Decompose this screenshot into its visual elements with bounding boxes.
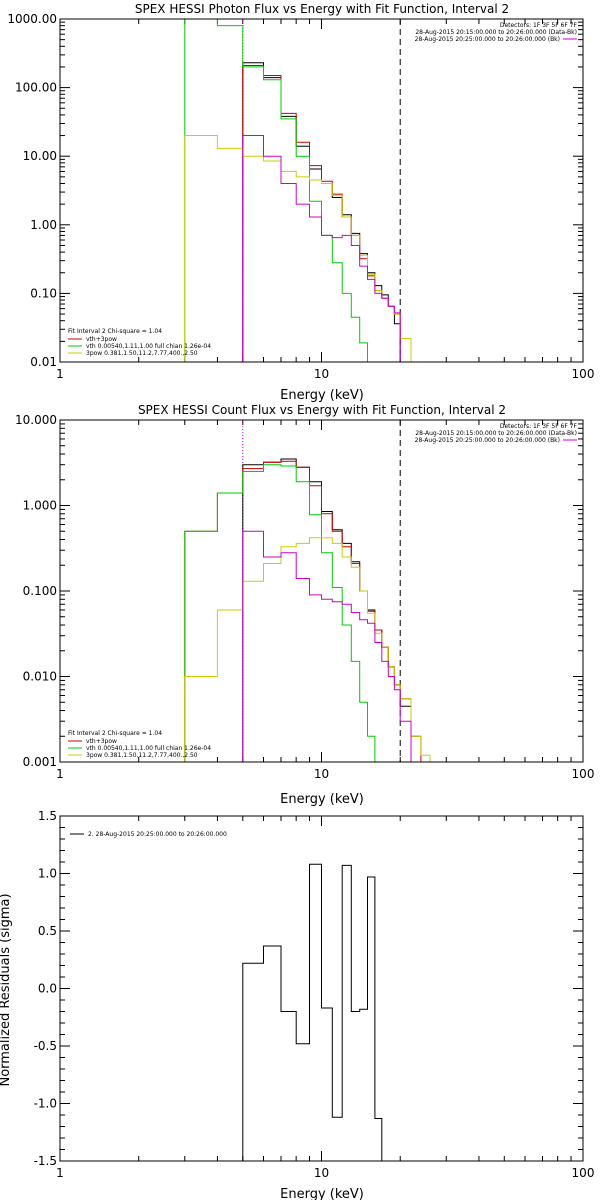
y-tick-label: 1.0	[38, 867, 57, 881]
y-tick-label: 0.010	[23, 670, 57, 684]
legend-tr-line-2: 28-Aug-2015 20:15:00.000 to 20:26:00.000…	[415, 430, 577, 437]
y-tick-label: 10.000	[15, 413, 57, 427]
x-tick-label: 1	[56, 367, 64, 381]
legend-bl-line-1: Fit Interval 2 Chi-square = 1.04	[68, 328, 162, 335]
series-vth-3pow	[242, 65, 412, 362]
axis-ticks: 1 10 100 -1.5 -1.0 -0.5 0.0 0.5 1.0 1.5	[34, 809, 595, 1180]
y-tick-label: 1.00	[30, 218, 57, 232]
y-tick-label: 0.01	[30, 355, 57, 369]
series-data-bk	[242, 458, 412, 762]
legend-bl-line-4: 3pow 0.381,1.50,11.2,7.77,400.,2.50	[86, 752, 198, 759]
legend-bl-line-4: 3pow 0.381,1.50,11.2,7.77,400.,2.50	[86, 350, 198, 357]
legend: 2. 28-Aug-2015 20:25:00.000 to 20:26:00.…	[70, 831, 227, 838]
y-tick-label: 1000.00	[7, 12, 57, 26]
series-bk	[242, 135, 412, 362]
legend-top-right: Detectors: 1F 3F 5F 6F 7F 28-Aug-2015 20…	[415, 22, 578, 43]
photon-flux-chart: SPEX HESSI Photon Flux vs Energy with Fi…	[7, 2, 594, 403]
count-flux-chart: SPEX HESSI Count Flux vs Energy with Fit…	[15, 403, 594, 807]
series-vth	[184, 19, 368, 362]
legend-tr-line-1: Detectors: 1F 3F 5F 6F 7F	[500, 423, 578, 430]
series-residuals	[242, 863, 383, 1161]
chart-title: SPEX HESSI Count Flux vs Energy with Fit…	[138, 403, 506, 417]
chart-title: SPEX HESSI Photon Flux vs Energy with Fi…	[135, 2, 509, 16]
legend-bl-line-3: vth 0.00540,1.11,1.00 full chian 1.26e-0…	[86, 343, 211, 350]
y-axis-label: Normalized Residuals (sigma)	[0, 893, 13, 1086]
y-tick-label: 10.00	[23, 149, 57, 163]
residuals-chart: 1 10 100 -1.5 -1.0 -0.5 0.0 0.5 1.0 1.5 Energy (k…	[0, 809, 594, 1200]
x-tick-label: 100	[572, 1166, 595, 1180]
y-tick-label: -1.5	[34, 1154, 57, 1168]
axis-ticks: 1 10 100 0.001 0.010 0.100 1.000 10.000	[15, 413, 594, 781]
legend-top-right: Detectors: 1F 3F 5F 6F 7F 28-Aug-2015 20…	[415, 423, 578, 444]
plot-frame	[59, 815, 584, 1162]
x-axis-label: Energy (keV)	[280, 1187, 364, 1200]
legend-bl-line-2: vth+3pow	[86, 738, 117, 745]
y-tick-label: 0.10	[30, 286, 57, 300]
y-tick-label: 0.0	[38, 982, 57, 996]
series-3pow	[184, 537, 431, 762]
y-tick-label: 100.00	[15, 81, 57, 95]
series-3pow	[184, 135, 412, 362]
y-tick-label: -0.5	[34, 1039, 57, 1053]
series-group	[242, 863, 383, 1161]
legend-bl-line-1: Fit Interval 2 Chi-square = 1.04	[68, 730, 162, 737]
x-tick-label: 100	[572, 367, 595, 381]
series-vth	[184, 464, 383, 762]
x-axis-label: Energy (keV)	[280, 792, 364, 807]
legend-label: 2. 28-Aug-2015 20:25:00.000 to 20:26:00.…	[88, 831, 227, 838]
x-tick-label: 1	[56, 767, 64, 781]
y-tick-label: 0.5	[38, 924, 57, 938]
y-tick-label: -1.0	[34, 1097, 57, 1111]
legend-bl-line-2: vth+3pow	[86, 336, 117, 343]
x-tick-label: 1	[56, 1166, 64, 1180]
legend-tr-line-2: 28-Aug-2015 20:15:00.000 to 20:26:00.000…	[415, 29, 577, 36]
y-tick-label: 1.000	[23, 499, 57, 513]
vertical-markers	[242, 19, 401, 362]
x-axis-label: Energy (keV)	[280, 388, 364, 403]
y-tick-label: 0.100	[23, 584, 57, 598]
plot-frame	[59, 18, 584, 363]
legend-tr-line-3: 28-Aug-2015 20:25:00.000 to 20:26:00.000…	[415, 437, 560, 444]
series-bk	[242, 530, 412, 762]
legend-bl-line-3: vth 0.00540,1.11,1.00 full chian 1.26e-0…	[86, 745, 211, 752]
x-tick-label: 10	[314, 767, 329, 781]
series-group	[184, 19, 412, 362]
plot-frame	[59, 419, 584, 763]
legend-tr-line-1: Detectors: 1F 3F 5F 6F 7F	[500, 22, 578, 29]
x-tick-label: 100	[572, 767, 595, 781]
x-tick-label: 10	[314, 1166, 329, 1180]
legend-bottom-left: Fit Interval 2 Chi-square = 1.04 vth+3po…	[68, 730, 211, 759]
y-tick-label: 0.001	[23, 755, 57, 769]
vertical-markers	[242, 420, 401, 762]
legend-tr-line-3: 28-Aug-2015 20:25:00.000 to 20:26:00.000…	[415, 36, 560, 43]
series-group	[184, 458, 431, 762]
axis-ticks: 1 10 100 0.01 0.10 1.00 10.00 100.00 1000.00	[7, 12, 594, 381]
x-tick-label: 10	[314, 367, 329, 381]
series-data-bk	[242, 62, 401, 362]
y-tick-label: 1.5	[38, 809, 57, 823]
legend-bottom-left: Fit Interval 2 Chi-square = 1.04 vth+3po…	[68, 328, 211, 357]
series-vth-3pow	[184, 460, 422, 762]
